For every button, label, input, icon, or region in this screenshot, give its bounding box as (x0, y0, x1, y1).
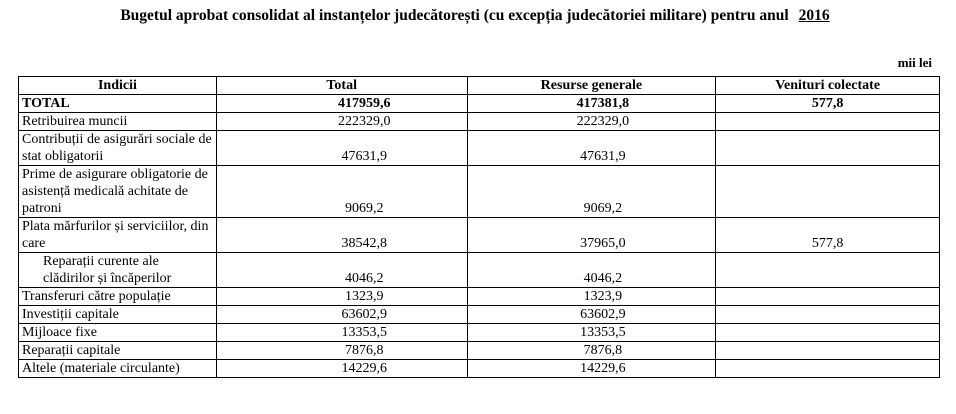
value-cell (715, 359, 940, 378)
table-row: Altele (materiale circulante) 14229,6 1422… (18, 359, 940, 378)
value-cell (715, 341, 940, 360)
title: Bugetul aprobat consolidat al instanțelo… (0, 7, 956, 25)
value-cell: 7876,8 (466, 341, 717, 360)
column-header: Resurse generale (466, 76, 717, 95)
value-cell: 4046,2 (215, 252, 468, 288)
table-row: Plata mărfurilor și serviciilor, din car… (18, 217, 940, 253)
indicator-cell: Plata mărfurilor și serviciilor, din car… (18, 217, 217, 253)
indicator-cell: Retribuirea muncii (18, 112, 217, 131)
value-cell: 63602,9 (215, 305, 468, 324)
year: 2016 (798, 7, 830, 24)
value-cell: 222329,0 (466, 112, 717, 131)
column-header: Venituri colectate (715, 76, 940, 95)
table-row: Prime de asigurare obligatorie de asiste… (18, 165, 940, 218)
column-header: Total (215, 76, 468, 95)
value-cell: 4046,2 (466, 252, 717, 288)
value-cell: 47631,9 (466, 130, 717, 166)
value-cell: 417959,6 (215, 94, 468, 113)
table-row: TOTAL 417959,6 417381,8 577,8 (18, 94, 940, 113)
value-cell: 577,8 (715, 217, 940, 253)
header-row: Indicii Total Resurse generale Venituri … (18, 76, 940, 95)
indicator-cell: Reparații capitale (18, 341, 217, 360)
table-row: Investiții capitale 63602,9 63602,9 (18, 305, 940, 324)
value-cell (715, 305, 940, 324)
table-row: Transferuri către populație 1323,9 1323,9 (18, 287, 940, 306)
value-cell: 63602,9 (466, 305, 717, 324)
indicator-cell: Investiții capitale (18, 305, 217, 324)
value-cell (715, 252, 940, 288)
value-cell (715, 130, 940, 166)
value-cell: 47631,9 (215, 130, 468, 166)
value-cell (715, 112, 940, 131)
indicator-cell: Mijloace fixe (18, 323, 217, 342)
value-cell (715, 287, 940, 306)
table-row: Retribuirea muncii 222329,0 222329,0 (18, 112, 940, 131)
value-cell: 9069,2 (215, 165, 468, 218)
column-header: Indicii (18, 76, 217, 95)
value-cell: 577,8 (715, 94, 940, 113)
value-cell: 1323,9 (215, 287, 468, 306)
indicator-cell: Contribuții de asigurări sociale de stat… (18, 130, 217, 166)
value-cell: 13353,5 (215, 323, 468, 342)
value-cell (715, 165, 940, 218)
value-cell: 7876,8 (215, 341, 468, 360)
table-row: Reparații curente ale clădirilor și încă… (18, 252, 940, 288)
value-cell: 13353,5 (466, 323, 717, 342)
value-cell: 417381,8 (466, 94, 717, 113)
indicator-cell: Reparații curente ale clădirilor și încă… (18, 252, 217, 288)
value-cell (715, 323, 940, 342)
unit: mii lei (897, 55, 932, 70)
indicator-cell: Prime de asigurare obligatorie de asiste… (18, 165, 217, 218)
value-cell: 37965,0 (466, 217, 717, 253)
value-cell: 1323,9 (466, 287, 717, 306)
value-cell: 14229,6 (215, 359, 468, 378)
table-row: Mijloace fixe 13353,5 13353,5 (18, 323, 940, 342)
indicator-cell: Altele (materiale circulante) (18, 359, 217, 378)
value-cell: 9069,2 (466, 165, 717, 218)
table-row: Contribuții de asigurări sociale de stat… (18, 130, 940, 166)
value-cell: 222329,0 (215, 112, 468, 131)
indicator-cell: Transferuri către populație (18, 287, 217, 306)
table-row: Reparații capitale 7876,8 7876,8 (18, 341, 940, 360)
budget-table: Indicii Total Resurse generale Venituri … (18, 76, 940, 378)
title-text: Bugetul aprobat consolidat al instanțelo… (120, 7, 789, 24)
value-cell: 38542,8 (215, 217, 468, 253)
indicator-cell: TOTAL (18, 94, 217, 113)
value-cell: 14229,6 (466, 359, 717, 378)
